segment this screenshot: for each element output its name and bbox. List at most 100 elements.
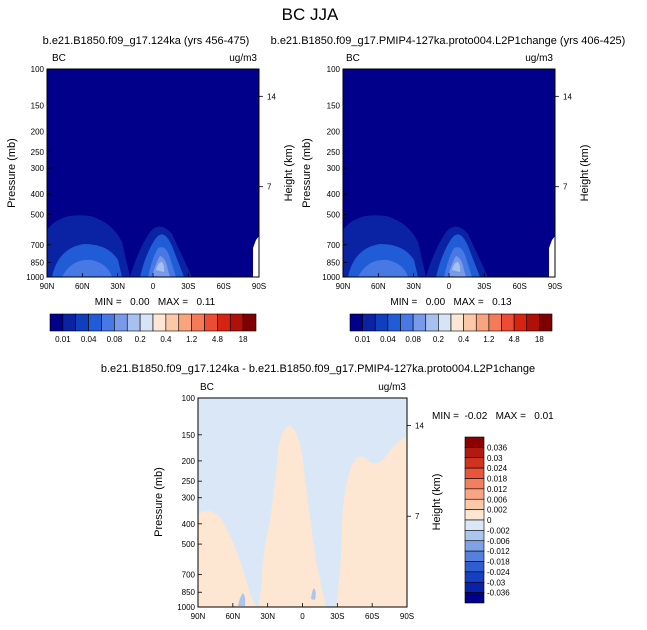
colorbar-swatch xyxy=(450,313,464,332)
colorbar-label: -0.012 xyxy=(487,547,510,556)
y-tick-label: 500 xyxy=(31,210,45,219)
x-tick-label: 60N xyxy=(75,282,90,291)
x-tick-label: 60S xyxy=(365,612,379,621)
x-tick-label: 30S xyxy=(477,282,491,291)
colorbar-swatch xyxy=(464,530,485,542)
colorbar-swatch xyxy=(464,478,485,490)
y-tick-label: 300 xyxy=(182,494,196,503)
panel-difference-x-axis: 90N 60N 30N 0 30S 60S 90S xyxy=(191,603,414,621)
y-right-tick-label: 7 xyxy=(267,183,272,192)
colorbar-swatch xyxy=(464,509,485,521)
x-tick-label: 30N xyxy=(110,282,125,291)
y-tick-label: 1000 xyxy=(177,603,195,612)
colorbar-swatch xyxy=(526,313,540,332)
y-tick-label: 850 xyxy=(327,258,341,267)
colorbar-swatch xyxy=(438,313,452,332)
y-tick-label: 250 xyxy=(327,148,341,157)
y-tick-label: 100 xyxy=(31,65,45,74)
y-tick-label: 400 xyxy=(31,190,45,199)
colorbar-label: 0.036 xyxy=(487,443,508,452)
x-tick-label: 0 xyxy=(447,282,452,291)
colorbar-swatch xyxy=(464,467,485,479)
y-tick-label: 700 xyxy=(327,241,341,250)
colorbar-swatch xyxy=(539,313,553,332)
panel-left-stats: MIN = 0.00 MAX = 0.11 xyxy=(95,297,216,308)
panel-difference-variable-label: BC xyxy=(200,382,214,393)
y-tick-label: 500 xyxy=(327,210,341,219)
y-tick-label: 700 xyxy=(182,571,196,580)
panel-difference-title: b.e21.B1850.f09_g17.124ka - b.e21.B1850.… xyxy=(101,363,535,375)
colorbar-swatch xyxy=(464,561,485,573)
colorbar-label: 0.04 xyxy=(380,335,396,344)
colorbar-label: 4.8 xyxy=(212,335,224,344)
colorbar-label: 0.2 xyxy=(135,335,147,344)
colorbar-swatch xyxy=(204,313,218,332)
x-tick-label: 90N xyxy=(191,612,206,621)
y-tick-label: 1000 xyxy=(26,273,44,282)
colorbar-swatch xyxy=(152,313,167,332)
colorbar-swatch xyxy=(75,313,89,332)
colorbar-label: -0.03 xyxy=(487,578,506,587)
colorbar-swatch xyxy=(425,313,439,332)
colorbar-label: 0.002 xyxy=(487,506,508,515)
x-tick-label: 60S xyxy=(217,282,231,291)
colorbar-swatch xyxy=(464,457,485,469)
panel-left-units-label: ug/m3 xyxy=(229,53,257,64)
panel-right-title: b.e21.B1850.f09_g17.PMIP4-127ka.proto004… xyxy=(271,35,626,47)
panel-right-stats: MIN = 0.00 MAX = 0.13 xyxy=(390,297,512,308)
y-tick-label: 700 xyxy=(31,241,45,250)
colorbar-label: -0.024 xyxy=(487,568,510,577)
colorbar-swatch xyxy=(139,313,154,332)
colorbar-swatch xyxy=(464,581,485,593)
panel-right-plot-area xyxy=(342,68,556,278)
colorbar-swatch xyxy=(501,313,515,332)
y-right-tick-label: 14 xyxy=(415,421,424,430)
x-tick-label: 30N xyxy=(260,612,275,621)
y-tick-label: 150 xyxy=(182,431,196,440)
panel-difference-ylabel: Pressure (mb) xyxy=(153,467,165,537)
y-tick-label: 500 xyxy=(182,540,196,549)
panel-left-y-axis: 100 150 200 250 300 400 500 700 850 1000 xyxy=(26,65,51,282)
colorbar-swatch xyxy=(191,313,205,332)
panel-left-colorbar: 0.01 0.04 0.08 0.2 0.4 1.2 4.8 18 xyxy=(49,313,257,344)
panel-left: b.e21.B1850.f09_g17.124ka (yrs 456-475) … xyxy=(6,35,295,344)
colorbar-label: 18 xyxy=(535,335,544,344)
x-tick-label: 30S xyxy=(330,612,344,621)
colorbar-swatch xyxy=(49,313,64,332)
colorbar-label: 4.8 xyxy=(509,335,521,344)
colorbar-swatch xyxy=(464,519,485,531)
colorbar-label: 0.4 xyxy=(458,335,470,344)
colorbar-swatch xyxy=(387,313,401,332)
colorbar-label: 0.006 xyxy=(487,495,508,504)
panel-right-ylabel-right: Height (km) xyxy=(579,145,591,202)
panel-left-plot-area xyxy=(46,68,260,278)
panel-left-variable-label: BC xyxy=(52,53,66,64)
colorbar-label: -0.002 xyxy=(487,526,510,535)
panel-left-ylabel: Pressure (mb) xyxy=(6,138,18,208)
colorbar-swatch xyxy=(114,313,128,332)
panel-left-ylabel-right: Height (km) xyxy=(283,145,295,202)
panel-left-x-axis: 90N 60N 30N 0 30S 60S 90S xyxy=(40,273,266,291)
x-tick-label: 90S xyxy=(400,612,414,621)
colorbar-label: 0.4 xyxy=(160,335,172,344)
y-tick-label: 300 xyxy=(327,164,341,173)
x-tick-label: 90S xyxy=(252,282,266,291)
x-tick-label: 90S xyxy=(548,282,562,291)
panel-difference-units-label: ug/m3 xyxy=(378,382,406,393)
colorbar-label: 0.012 xyxy=(487,485,508,494)
y-right-tick-label: 14 xyxy=(267,92,276,101)
panel-difference-colorbar: 0.0360.030.0240.0180.0120.0060.0020-0.00… xyxy=(464,436,510,604)
colorbar-label: 1.2 xyxy=(186,335,198,344)
colorbar-swatch xyxy=(513,313,528,332)
y-right-tick-label: 7 xyxy=(563,183,568,192)
colorbar-label: 0.03 xyxy=(487,454,503,463)
colorbar-label: 0.01 xyxy=(355,335,371,344)
y-tick-label: 200 xyxy=(327,128,341,137)
colorbar-swatch xyxy=(217,313,231,332)
colorbar-swatch xyxy=(88,313,102,332)
panel-right-variable-label: BC xyxy=(346,53,360,64)
x-tick-label: 60S xyxy=(513,282,527,291)
x-tick-label: 60N xyxy=(371,282,386,291)
colorbar-swatch xyxy=(475,313,490,332)
